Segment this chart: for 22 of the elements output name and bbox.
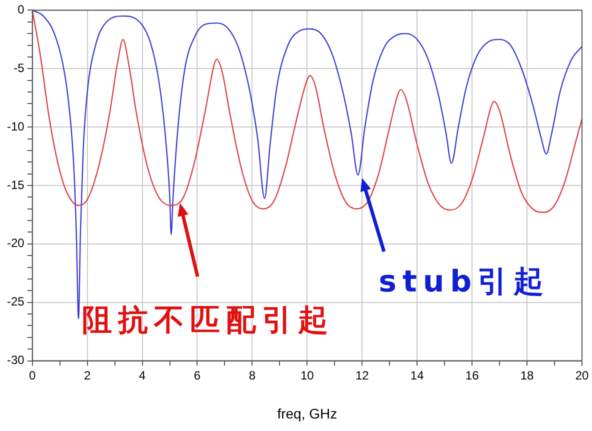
y-tick-label: -15 [7,178,25,192]
x-tick-label: 4 [138,368,146,382]
annotation: stub引起 [378,264,550,300]
x-tick-label: 8 [248,368,256,382]
x-tick-label: 14 [410,368,424,382]
x-tick-label: 0 [29,368,36,382]
y-tick-label: 0 [18,2,25,17]
x-tick-label: 10 [300,368,314,382]
x-tick-label: 16 [465,368,480,382]
y-tick-label: -10 [7,119,25,134]
x-tick-label: 2 [84,368,91,382]
y-tick-label: -20 [7,236,25,250]
annotation: 阻抗不匹配引起 [82,303,334,338]
x-tick-label: 6 [194,368,201,382]
x-tick-label: 20 [575,368,589,382]
line-series [32,10,582,213]
y-tick-label: -5 [14,60,25,75]
y-tick-label: -30 [7,353,25,368]
x-tick-label: 12 [355,368,370,382]
x-tick-label: 18 [520,368,534,382]
x-axis-title: freq, GHz [277,405,338,422]
y-tick-label: -25 [7,294,25,309]
